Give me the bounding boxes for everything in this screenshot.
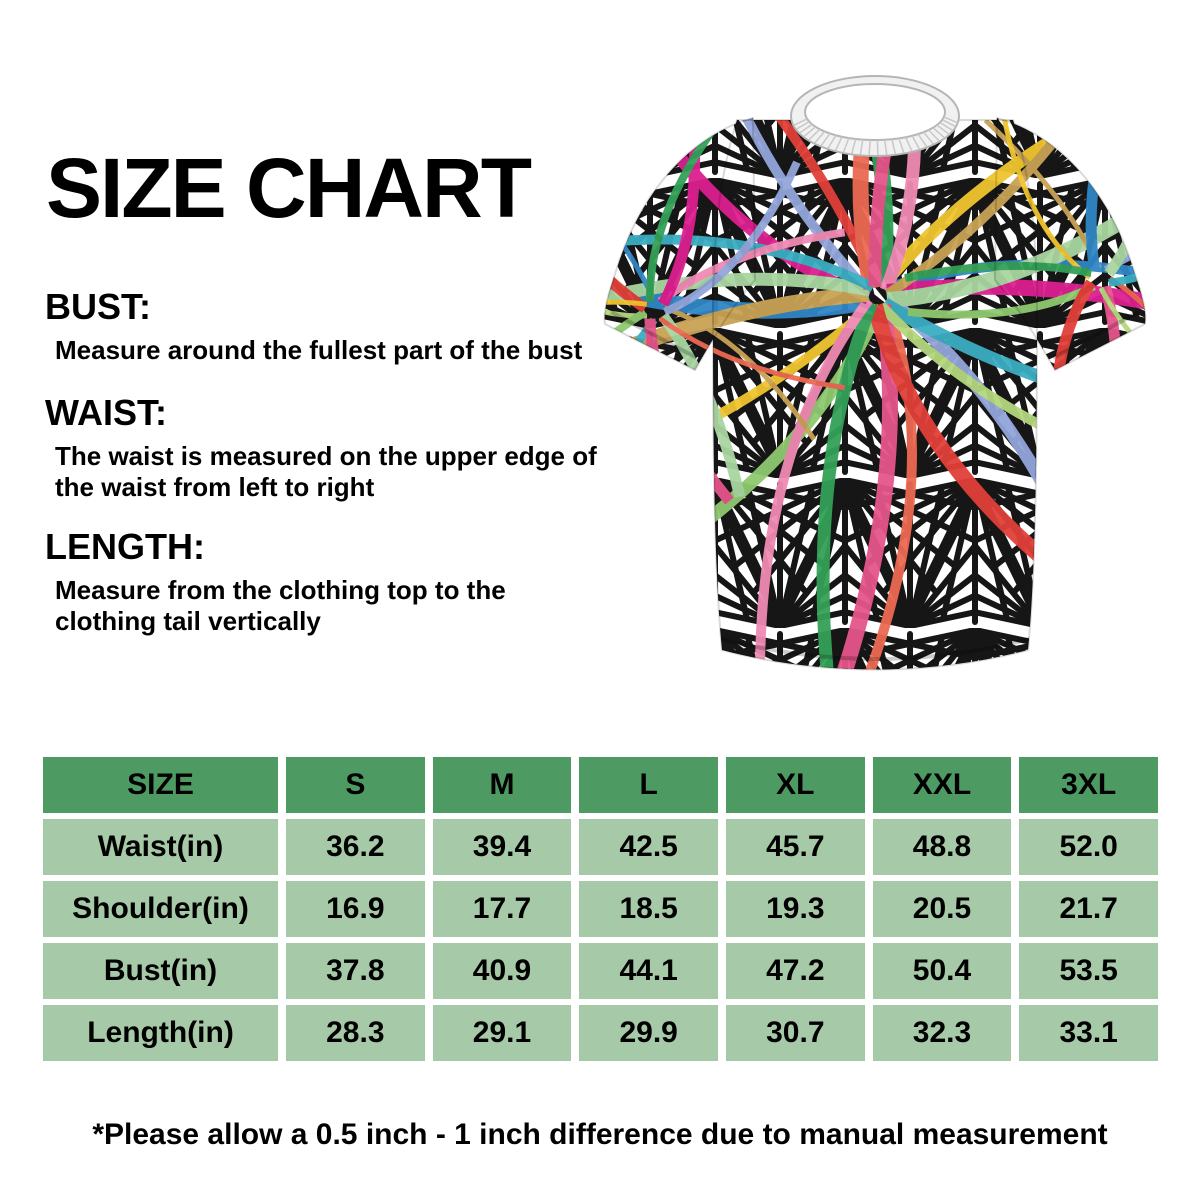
bottom-hem-stitch bbox=[716, 636, 1034, 661]
collar bbox=[790, 75, 961, 157]
bust-description: Measure around the fullest part of the b… bbox=[55, 335, 583, 365]
table-header-size: SIZE bbox=[43, 757, 278, 813]
table-cell: 21.7 bbox=[1019, 881, 1158, 937]
table-cell: 29.9 bbox=[579, 1005, 718, 1061]
table-cell: 45.7 bbox=[726, 819, 865, 875]
right-sleeve-hem-stitch bbox=[1052, 310, 1140, 360]
table-cell: 18.5 bbox=[579, 881, 718, 937]
table-cell: 16.9 bbox=[286, 881, 425, 937]
table-cell: 33.1 bbox=[1019, 1005, 1158, 1061]
table-cell: 40.9 bbox=[432, 943, 572, 999]
table-cell: 19.3 bbox=[726, 881, 865, 937]
measurement-footnote: *Please allow a 0.5 inch - 1 inch differ… bbox=[92, 1118, 1108, 1151]
length-heading: LENGTH: bbox=[45, 526, 205, 567]
size-table: SIZE S M L XL XXL 3XL Waist(in) 36.2 39.… bbox=[43, 757, 1158, 1061]
table-cell: 47.2 bbox=[726, 943, 865, 999]
table-header-xxl: XXL bbox=[872, 757, 1012, 813]
table-cell: 50.4 bbox=[872, 943, 1012, 999]
table-cell: 39.4 bbox=[432, 819, 572, 875]
waist-description: The waist is measured on the upper edge … bbox=[55, 441, 597, 502]
table-header-xl: XL bbox=[726, 757, 865, 813]
right-sleeve-outline bbox=[993, 116, 1147, 372]
table-cell: 53.5 bbox=[1019, 943, 1158, 999]
section-bust: BUST: Measure around the fullest part of… bbox=[45, 286, 610, 366]
table-cell: 42.5 bbox=[579, 819, 718, 875]
row-label-bust: Bust(in) bbox=[43, 943, 278, 999]
left-sleeve-outline bbox=[603, 116, 757, 372]
neck-opening bbox=[805, 84, 945, 140]
table-header-s: S bbox=[286, 757, 425, 813]
row-label-length: Length(in) bbox=[43, 1005, 278, 1061]
left-sleeve-hem-stitch bbox=[610, 310, 698, 360]
row-label-waist: Waist(in) bbox=[43, 819, 278, 875]
body-outline bbox=[711, 119, 1039, 671]
tshirt-graphic bbox=[603, 75, 1147, 671]
product-photo-tshirt bbox=[585, 28, 1200, 693]
waist-heading: WAIST: bbox=[45, 392, 167, 433]
table-cell: 29.1 bbox=[432, 1005, 572, 1061]
section-waist: WAIST: The waist is measured on the uppe… bbox=[45, 392, 610, 503]
table-cell: 44.1 bbox=[579, 943, 718, 999]
section-length: LENGTH: Measure from the clothing top to… bbox=[45, 526, 610, 637]
table-cell: 52.0 bbox=[1019, 819, 1158, 875]
collar-rib-texture bbox=[793, 116, 958, 156]
table-cell: 20.5 bbox=[872, 881, 1012, 937]
table-cell: 37.8 bbox=[286, 943, 425, 999]
table-cell: 30.7 bbox=[726, 1005, 865, 1061]
table-header-m: M bbox=[432, 757, 572, 813]
table-header-l: L bbox=[579, 757, 718, 813]
table-cell: 28.3 bbox=[286, 1005, 425, 1061]
table-cell: 48.8 bbox=[872, 819, 1012, 875]
table-cell: 36.2 bbox=[286, 819, 425, 875]
row-label-shoulder: Shoulder(in) bbox=[43, 881, 278, 937]
table-cell: 32.3 bbox=[872, 1005, 1012, 1061]
length-description: Measure from the clothing top to the clo… bbox=[55, 575, 506, 636]
table-cell: 17.7 bbox=[432, 881, 572, 937]
page-title: SIZE CHART bbox=[46, 141, 532, 235]
table-header-3xl: 3XL bbox=[1019, 757, 1158, 813]
bust-heading: BUST: bbox=[45, 286, 151, 327]
